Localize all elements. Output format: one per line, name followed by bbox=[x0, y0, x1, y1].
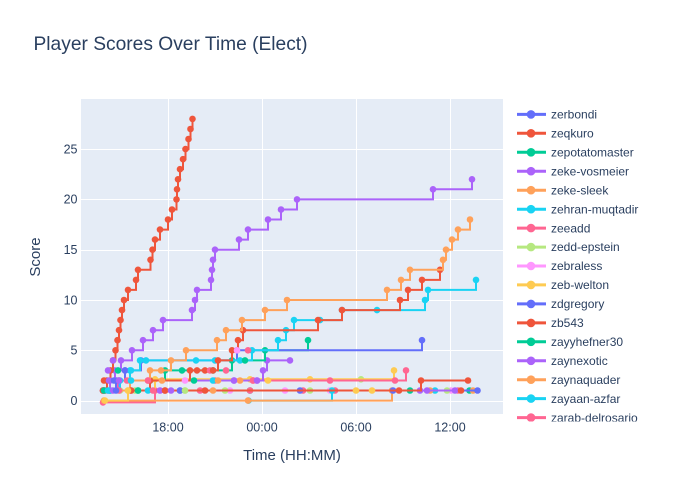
svg-text:zeqkuro: zeqkuro bbox=[551, 127, 594, 141]
svg-text:06:00: 06:00 bbox=[340, 421, 371, 435]
svg-text:zedd-epstein: zedd-epstein bbox=[551, 240, 620, 254]
svg-text:Score: Score bbox=[27, 237, 44, 276]
svg-text:Time (HH:MM): Time (HH:MM) bbox=[243, 447, 341, 464]
svg-text:12:00: 12:00 bbox=[434, 421, 465, 435]
svg-text:zeke-vosmeier: zeke-vosmeier bbox=[551, 164, 629, 178]
svg-text:zehran-muqtadir: zehran-muqtadir bbox=[551, 202, 638, 216]
svg-text:15: 15 bbox=[64, 243, 78, 257]
svg-text:zayaan-azfar: zayaan-azfar bbox=[551, 392, 620, 406]
svg-text:zaynexotic: zaynexotic bbox=[551, 354, 608, 368]
svg-text:18:00: 18:00 bbox=[152, 421, 183, 435]
svg-text:zepotatomaster: zepotatomaster bbox=[551, 146, 634, 160]
svg-text:zb543: zb543 bbox=[551, 316, 584, 330]
svg-text:zebraless: zebraless bbox=[551, 259, 602, 273]
svg-text:zaynaquader: zaynaquader bbox=[551, 373, 620, 387]
svg-text:zdgregory: zdgregory bbox=[551, 297, 604, 311]
svg-text:zeeadd: zeeadd bbox=[551, 221, 590, 235]
svg-text:Player Scores Over Time (Elect: Player Scores Over Time (Elect) bbox=[34, 34, 308, 55]
svg-text:zeke-sleek: zeke-sleek bbox=[551, 183, 609, 197]
svg-text:20: 20 bbox=[64, 193, 78, 207]
svg-text:25: 25 bbox=[64, 142, 78, 156]
svg-text:10: 10 bbox=[64, 293, 78, 307]
svg-text:0: 0 bbox=[71, 394, 78, 408]
svg-text:zarab-delrosario: zarab-delrosario bbox=[551, 411, 638, 425]
svg-text:zeb-welton: zeb-welton bbox=[551, 278, 609, 292]
svg-text:zerbondi: zerbondi bbox=[551, 108, 597, 122]
svg-text:5: 5 bbox=[71, 344, 78, 358]
svg-text:00:00: 00:00 bbox=[246, 421, 277, 435]
svg-text:zayyhefner30: zayyhefner30 bbox=[551, 335, 623, 349]
